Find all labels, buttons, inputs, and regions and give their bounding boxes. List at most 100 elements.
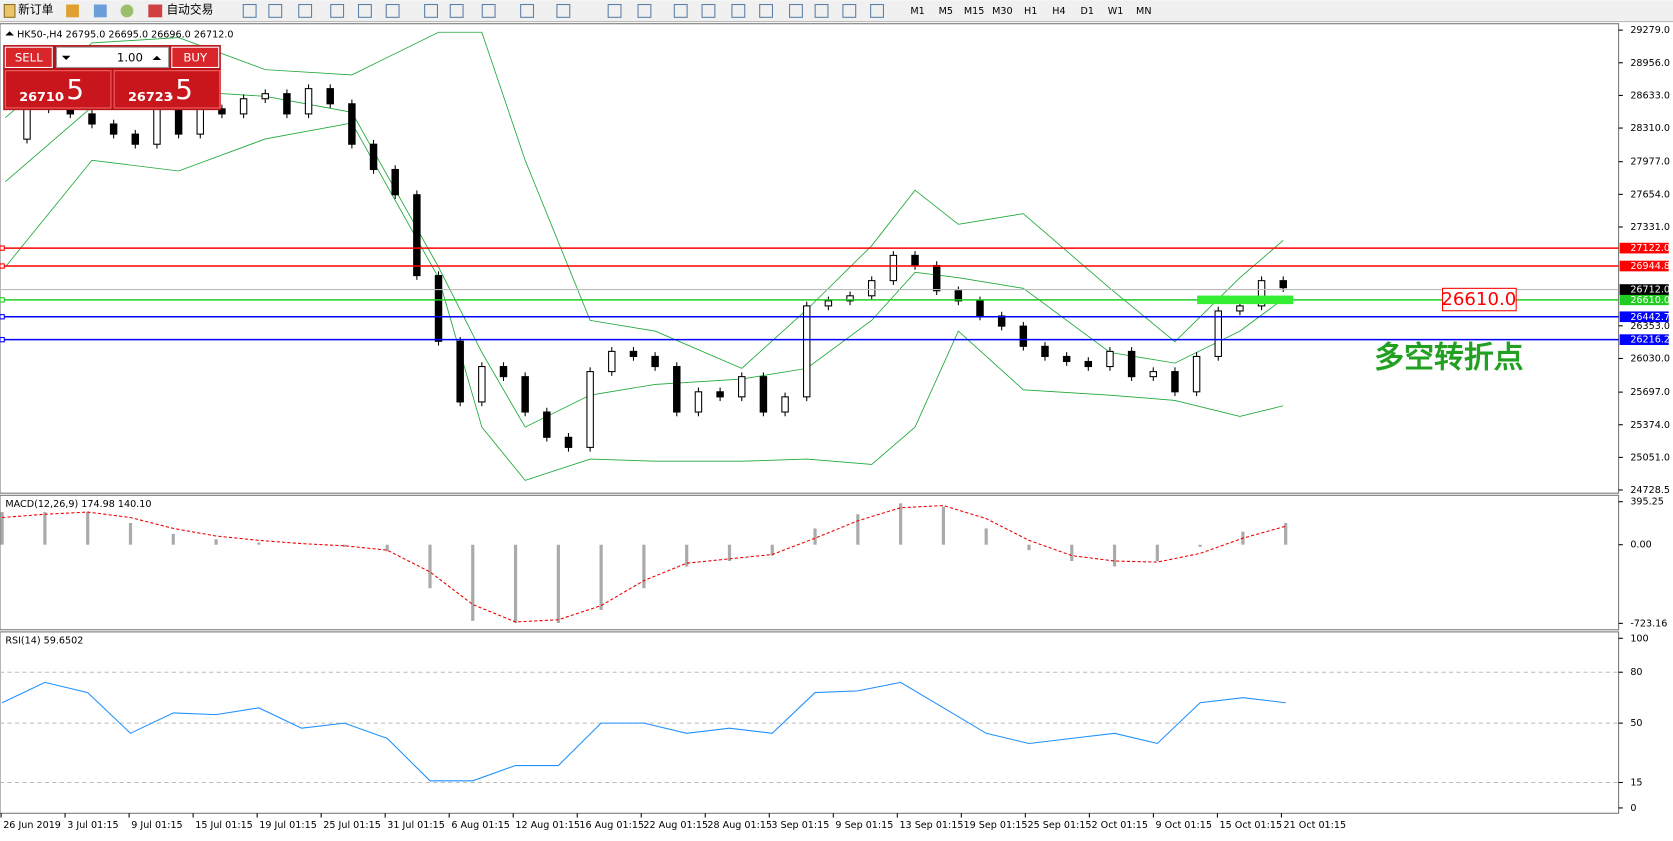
candle <box>131 133 140 145</box>
candle <box>1279 280 1287 289</box>
timeframe[interactable]: M30 <box>992 6 1013 17</box>
x-tick-label: 9 Jul 01:15 <box>131 820 182 831</box>
y-tick-label: 26353.0 <box>1630 321 1670 332</box>
candle <box>391 168 399 196</box>
y-tick-label: 25374.0 <box>1630 420 1670 431</box>
candle <box>932 264 941 292</box>
x-tick-label: 9 Oct 01:15 <box>1156 820 1212 831</box>
tool-icon[interactable] <box>357 3 372 18</box>
timeframe[interactable]: W1 <box>1108 6 1124 17</box>
x-tick-label: 9 Sep 01:15 <box>835 820 893 831</box>
timeframe[interactable]: D1 <box>1080 6 1094 17</box>
tool-icon[interactable] <box>556 3 571 18</box>
tool-icon[interactable] <box>520 3 535 18</box>
candle <box>997 315 1006 327</box>
tool-icon[interactable] <box>789 3 803 18</box>
level-tag <box>1619 260 1669 272</box>
x-tick-label: 21 Oct 01:15 <box>1284 820 1347 831</box>
tool-icon[interactable] <box>673 3 688 18</box>
tool-icon[interactable] <box>842 3 857 18</box>
buy-price-box[interactable] <box>113 70 221 109</box>
tool-icon[interactable] <box>385 3 400 18</box>
tool-icon[interactable] <box>242 3 257 18</box>
buy-button[interactable] <box>171 46 220 69</box>
timeframe[interactable]: H4 <box>1052 6 1065 17</box>
bid-tag <box>1619 284 1669 295</box>
tool-icon[interactable] <box>731 3 746 18</box>
candle <box>802 305 811 398</box>
tool-icon[interactable] <box>268 3 283 18</box>
level-label: 26944.8 <box>1630 261 1670 272</box>
tool-icon[interactable] <box>449 3 464 18</box>
bid-label: 26712.0 <box>1630 285 1670 296</box>
tool-icon[interactable] <box>870 3 884 18</box>
x-tick-label: 16 Aug 01:15 <box>579 820 644 831</box>
tool-icon[interactable] <box>637 3 652 18</box>
candle <box>1257 280 1266 307</box>
candle <box>196 108 205 135</box>
new-order[interactable]: 新订单 <box>18 2 53 16</box>
sell-button[interactable] <box>4 46 53 69</box>
candle <box>261 93 269 100</box>
tool-icon[interactable] <box>814 3 829 18</box>
sell-label[interactable]: SELL <box>15 50 43 64</box>
pivot-bar <box>1197 295 1294 305</box>
candle <box>1149 371 1158 378</box>
icon[interactable] <box>148 4 163 18</box>
sell-price[interactable]: 26710 <box>19 90 64 105</box>
lots[interactable]: 1.00 <box>117 50 143 64</box>
buy-pips[interactable]: .5 <box>166 73 192 106</box>
buy-label[interactable]: BUY <box>183 50 208 64</box>
tool-icon[interactable] <box>424 3 438 18</box>
auto-trading[interactable]: 自动交易 <box>166 2 213 16</box>
icon[interactable] <box>3 3 16 18</box>
main-pane <box>0 23 1620 494</box>
lots-input[interactable] <box>56 46 170 69</box>
candle <box>239 98 248 115</box>
tool-icon[interactable] <box>701 3 716 18</box>
timeframe[interactable]: H1 <box>1024 6 1037 17</box>
tool-icon[interactable] <box>298 3 313 18</box>
candle <box>716 391 724 398</box>
buy-price[interactable]: 26723 <box>128 90 173 105</box>
candle <box>88 113 96 125</box>
icon[interactable] <box>66 4 79 18</box>
candle <box>738 376 746 398</box>
y-tick-label: 25697.0 <box>1630 387 1670 398</box>
y-tick-label: 28956.0 <box>1630 58 1670 69</box>
candle <box>543 411 551 438</box>
level-label: 27122.0 <box>1630 243 1670 254</box>
candle <box>283 93 291 115</box>
x-tick-label: 15 Jul 01:15 <box>195 820 253 831</box>
tool-icon[interactable] <box>330 3 345 18</box>
candle <box>781 396 789 413</box>
timeframe[interactable]: M15 <box>964 6 984 17</box>
tool-icon[interactable] <box>481 3 496 18</box>
candle <box>629 350 638 357</box>
timeframe[interactable]: MN <box>1136 6 1151 17</box>
trade-panel: SELL 1.00 BUY 26710 .5 26723 .5 <box>3 45 221 111</box>
tool-icon[interactable] <box>607 3 622 18</box>
x-tick-label: 15 Oct 01:15 <box>1220 820 1283 831</box>
rsi-line <box>1 681 1286 782</box>
timeframe[interactable]: M1 <box>910 6 924 17</box>
y-tick-label: 27654.0 <box>1630 189 1670 200</box>
candle <box>1214 310 1222 357</box>
candle <box>846 295 854 302</box>
sell-price-box[interactable] <box>4 70 112 109</box>
level-tag <box>1619 334 1669 345</box>
timeframe[interactable]: M5 <box>939 6 953 17</box>
toolbar-icons: M1 M5 M15 M30 H1 H4 D1 W1 MN <box>242 3 1152 18</box>
candle <box>673 366 681 413</box>
tool-icon[interactable] <box>759 3 774 18</box>
sell-pips[interactable]: .5 <box>58 73 84 106</box>
icon[interactable] <box>120 4 134 18</box>
plot: 29279.0 28956.0 28633.0 28310.0 27977.0 27654… <box>0 25 1670 831</box>
icon[interactable] <box>93 4 107 18</box>
collapse-arrow <box>5 31 14 36</box>
candle <box>608 350 616 373</box>
y-tick-label: 0.00 <box>1630 540 1651 551</box>
candle <box>499 366 508 378</box>
y-tick-label: -723.16 <box>1630 618 1667 629</box>
